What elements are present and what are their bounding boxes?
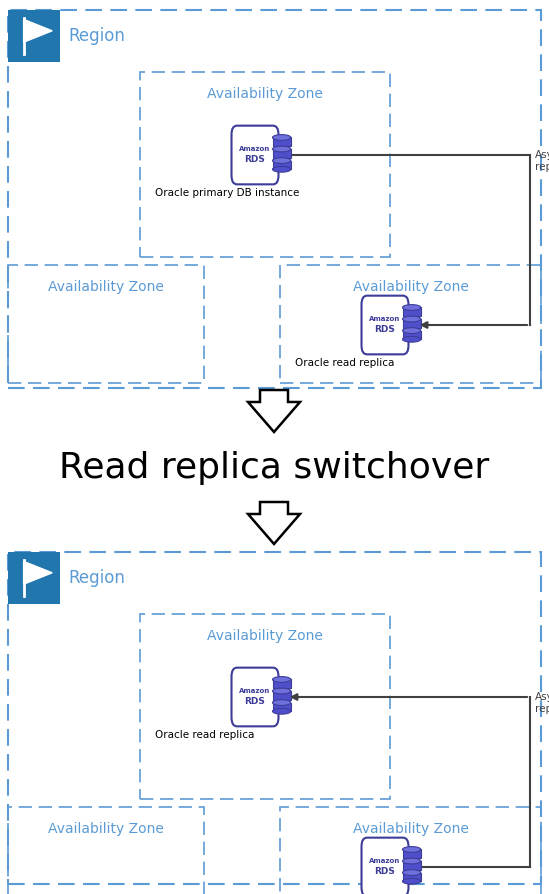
Text: Region: Region <box>68 27 125 45</box>
Ellipse shape <box>402 336 421 342</box>
Bar <box>272 138 291 146</box>
Polygon shape <box>248 502 300 544</box>
Text: Availability Zone: Availability Zone <box>48 280 164 294</box>
Text: Amazon: Amazon <box>239 687 271 694</box>
Text: Oracle read replica: Oracle read replica <box>295 358 394 368</box>
Polygon shape <box>248 390 300 432</box>
Ellipse shape <box>272 157 291 164</box>
Ellipse shape <box>402 858 421 864</box>
FancyBboxPatch shape <box>232 668 278 726</box>
Bar <box>402 861 421 870</box>
Bar <box>272 691 291 700</box>
Text: Amazon: Amazon <box>369 858 401 864</box>
Bar <box>8 265 204 383</box>
Text: Oracle primary DB instance: Oracle primary DB instance <box>155 188 299 198</box>
Bar <box>272 679 291 688</box>
FancyBboxPatch shape <box>361 838 408 894</box>
FancyBboxPatch shape <box>232 126 278 184</box>
Text: Availability Zone: Availability Zone <box>207 87 323 101</box>
Bar <box>8 552 60 604</box>
Text: Amazon: Amazon <box>239 146 271 152</box>
Bar <box>402 308 421 316</box>
FancyBboxPatch shape <box>361 296 408 354</box>
Ellipse shape <box>272 700 291 705</box>
Text: Asynchronous
replication: Asynchronous replication <box>535 692 549 713</box>
Text: Read replica switchover: Read replica switchover <box>59 451 489 485</box>
Bar <box>8 10 541 388</box>
Ellipse shape <box>402 879 421 884</box>
Ellipse shape <box>402 328 421 333</box>
Text: Availability Zone: Availability Zone <box>352 280 468 294</box>
Bar <box>280 265 541 383</box>
Text: Availability Zone: Availability Zone <box>207 629 323 643</box>
Bar <box>402 873 421 881</box>
Text: RDS: RDS <box>374 325 395 333</box>
Text: Availability Zone: Availability Zone <box>48 822 164 836</box>
Ellipse shape <box>272 677 291 682</box>
Bar <box>280 807 541 894</box>
Ellipse shape <box>402 316 421 322</box>
Text: Availability Zone: Availability Zone <box>352 822 468 836</box>
Bar <box>402 319 421 328</box>
Text: RDS: RDS <box>374 866 395 875</box>
Bar <box>402 331 421 340</box>
Text: Oracle read replica: Oracle read replica <box>155 730 254 740</box>
Ellipse shape <box>272 135 291 140</box>
Bar <box>140 614 390 799</box>
Bar <box>272 703 291 712</box>
Bar <box>8 807 204 894</box>
Bar <box>140 72 390 257</box>
Text: Asynchronous
replication: Asynchronous replication <box>535 150 549 172</box>
Bar <box>8 552 541 884</box>
Text: Region: Region <box>68 569 125 587</box>
Polygon shape <box>24 561 52 585</box>
Ellipse shape <box>402 847 421 852</box>
Bar <box>272 161 291 169</box>
Bar <box>402 849 421 858</box>
Ellipse shape <box>272 708 291 714</box>
Text: Amazon: Amazon <box>369 316 401 322</box>
Bar <box>8 10 60 62</box>
Text: RDS: RDS <box>244 696 265 705</box>
Ellipse shape <box>402 305 421 310</box>
Ellipse shape <box>402 870 421 875</box>
Ellipse shape <box>272 688 291 694</box>
Ellipse shape <box>272 166 291 173</box>
Bar <box>272 149 291 157</box>
Text: RDS: RDS <box>244 155 265 164</box>
Ellipse shape <box>272 146 291 152</box>
Polygon shape <box>24 20 52 42</box>
